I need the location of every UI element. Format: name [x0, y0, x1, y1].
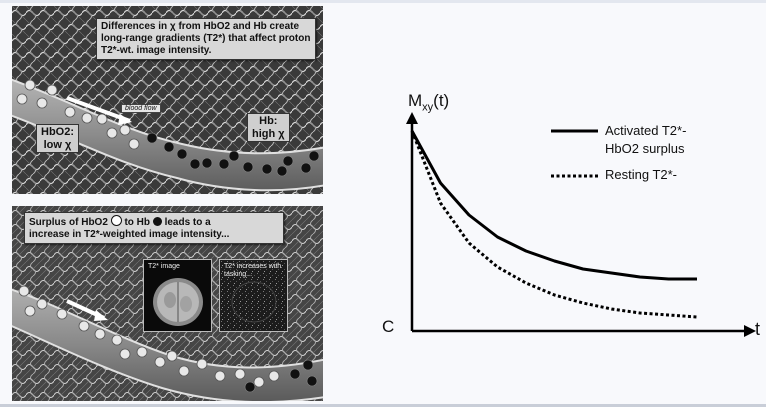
y-axis-label-sub: xy	[422, 101, 434, 114]
hbo2-label-line2: low χ	[43, 138, 72, 151]
black-cell-icon	[152, 217, 162, 226]
flow-arrowhead	[118, 114, 132, 125]
x-axis-arrowhead	[744, 325, 756, 337]
deoxygenated-blood-cells	[146, 132, 320, 177]
bottom-callout-line2: increase in T2*-weighted image intensity…	[29, 229, 230, 240]
white-cell-icon	[110, 215, 122, 226]
y-axis-arrowhead	[406, 112, 418, 124]
bottom-callout: Surplus of HbO2 to Hb leads to a increas…	[24, 212, 284, 244]
hb-label: Hb: high χ	[247, 113, 290, 143]
hbo2-label-line1: HbO2:	[41, 126, 74, 138]
bottom-callout-part-c: leads to a	[164, 217, 211, 228]
t2-increase-inset: T2* increases with tasking...	[219, 259, 288, 332]
bottom-callout-line1: Surplus of HbO2 to Hb leads to a	[29, 215, 279, 229]
y-axis-label-main: M	[408, 91, 423, 110]
oxygenated-blood-cells	[16, 79, 140, 150]
top-callout: Differences in χ from HbO2 and Hb create…	[96, 18, 316, 60]
resting-curve	[410, 130, 698, 319]
flow-arrowhead-2	[94, 310, 108, 321]
y-origin-label: C	[382, 317, 395, 336]
legend-resting: Resting T2*-	[605, 167, 678, 182]
oxygenated-blood-cells-2	[18, 285, 280, 388]
activation-map	[220, 260, 287, 331]
deoxygenated-blood-cells-2	[244, 359, 318, 393]
bottom-callout-part-a: Surplus of HbO2	[29, 217, 108, 228]
hbo2-label: HbO2: low χ	[36, 124, 79, 154]
chart-curves	[410, 130, 698, 319]
vessel-diagram-bottom: Surplus of HbO2 to Hb leads to a increas…	[12, 206, 323, 401]
blood-flow-label: blood flow	[121, 104, 161, 113]
legend-activated-line2: HbO2 surplus	[605, 140, 685, 156]
legend-activated: Activated T2*- HbO2 surplus	[605, 122, 686, 157]
hb-label-line1: Hb:	[259, 115, 278, 127]
activated-curve	[410, 130, 697, 281]
t2-image-inset: T2* image	[143, 259, 212, 332]
t2-image-caption: T2* image	[148, 263, 180, 270]
relaxation-chart	[406, 112, 756, 337]
x-axis-label: t	[755, 319, 761, 339]
y-axis-label-tail: (t)	[433, 91, 450, 110]
brain-image	[144, 260, 211, 331]
y-axis-label: Mxy(t)	[408, 91, 449, 113]
legend-activated-line1: Activated T2*-	[605, 123, 687, 138]
chart-axes	[406, 112, 756, 337]
vessel-diagram-top: Differences in χ from HbO2 and Hb create…	[12, 6, 323, 194]
t2-increase-caption: T2* increases with tasking...	[224, 263, 282, 278]
bottom-callout-part-b: to Hb	[124, 217, 151, 228]
hb-label-line2: high χ	[252, 127, 285, 140]
chart-legend-lines	[551, 129, 598, 178]
